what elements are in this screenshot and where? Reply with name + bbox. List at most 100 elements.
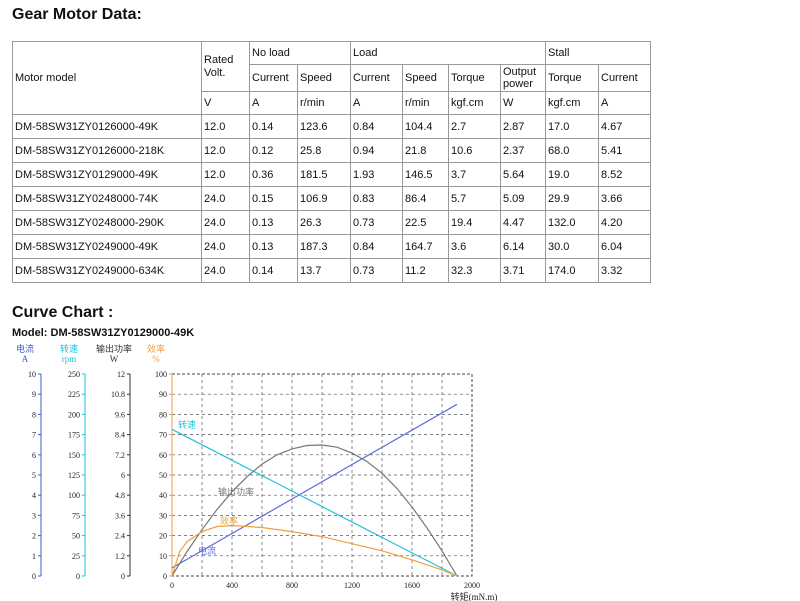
- y-axis-label: 输出功率: [96, 343, 132, 354]
- header-load: Load: [350, 41, 546, 65]
- series-line: [171, 403, 458, 569]
- x-tick-label: 1600: [404, 581, 420, 590]
- table-cell: 104.4: [402, 114, 449, 139]
- table-cell: 0.14: [249, 114, 298, 139]
- x-tick-label: 2000: [464, 581, 480, 590]
- table-cell: 0.84: [350, 234, 403, 259]
- header-rated-volt: Rated Volt.: [201, 41, 250, 92]
- table-cell: 181.5: [297, 162, 351, 187]
- unit-amp: A: [598, 91, 651, 115]
- table-header-row: Motor model Rated Volt. No load Load Sta…: [12, 41, 651, 115]
- y-tick-label: 0: [121, 572, 125, 581]
- unit-watt: W: [500, 91, 546, 115]
- unit-kgf: kgf.cm: [545, 91, 599, 115]
- table-row: DM-58SW31ZY0248000-290K 24.0 0.13 26.3 0.73 2…: [12, 210, 651, 235]
- series-line: [171, 428, 458, 577]
- y-tick-label: 4: [32, 491, 36, 500]
- table-cell: 30.0: [545, 234, 599, 259]
- y-tick-label: 25: [72, 552, 80, 561]
- table-cell: 0.13: [249, 234, 298, 259]
- header-no-load: No load: [249, 41, 351, 65]
- y-tick-label: 50: [72, 532, 80, 541]
- y-tick-label: 10: [159, 552, 167, 561]
- unit-rmin: r/min: [297, 91, 351, 115]
- table-cell: 13.7: [297, 258, 351, 283]
- x-tick-label: 800: [286, 581, 298, 590]
- table-cell: 68.0: [545, 138, 599, 163]
- table-cell: DM-58SW31ZY0249000-634K: [12, 258, 202, 283]
- header-stall-torque: Torque: [545, 64, 599, 92]
- table-cell: 32.3: [448, 258, 501, 283]
- y-tick-label: 150: [68, 451, 80, 460]
- y-tick-label: 9.6: [115, 410, 125, 419]
- header-stall: Stall: [545, 41, 651, 65]
- x-tick-label: 1200: [344, 581, 360, 590]
- table-cell: 24.0: [201, 258, 250, 283]
- table-cell: DM-58SW31ZY0248000-74K: [12, 186, 202, 211]
- y-tick-label: 0: [163, 572, 167, 581]
- table-cell: 24.0: [201, 210, 250, 235]
- y-axis-unit: %: [152, 354, 160, 364]
- series-label: 电流: [198, 545, 216, 556]
- header-load-current: Current: [350, 64, 403, 92]
- series-label: 转速: [178, 419, 196, 430]
- table-cell: DM-58SW31ZY0126000-218K: [12, 138, 202, 163]
- table-row: DM-58SW31ZY0249000-49K 24.0 0.13 187.3 0.84 1…: [12, 234, 651, 259]
- table-cell: 12.0: [201, 138, 250, 163]
- table-cell: 3.66: [598, 186, 651, 211]
- series-label: 效率: [220, 515, 238, 526]
- y-axis-unit: A: [22, 354, 29, 364]
- table-cell: 19.4: [448, 210, 501, 235]
- table-cell: 4.67: [598, 114, 651, 139]
- table-cell: 3.32: [598, 258, 651, 283]
- y-tick-label: 10: [28, 370, 36, 379]
- header-noload-current: Current: [249, 64, 298, 92]
- table-cell: 0.12: [249, 138, 298, 163]
- table-cell: 24.0: [201, 186, 250, 211]
- x-axis-label: 转矩(mN.m): [451, 591, 498, 601]
- y-tick-label: 6: [32, 451, 36, 460]
- table-cell: 164.7: [402, 234, 449, 259]
- table-cell: 86.4: [402, 186, 449, 211]
- y-axis-label: 电流: [16, 343, 34, 354]
- table-cell: 12.0: [201, 114, 250, 139]
- table-cell: 4.47: [500, 210, 546, 235]
- y-tick-label: 8: [32, 410, 36, 419]
- y-tick-label: 100: [155, 370, 167, 379]
- header-load-speed: Speed: [402, 64, 449, 92]
- y-tick-label: 1.2: [115, 552, 125, 561]
- curve-chart: 电流A012345678910转速rpm02550751001251501752…: [16, 343, 498, 601]
- y-tick-label: 75: [72, 511, 80, 520]
- table-cell: 12.0: [201, 162, 250, 187]
- table-cell: 0.84: [350, 114, 403, 139]
- y-tick-label: 100: [68, 491, 80, 500]
- y-tick-label: 2.4: [115, 532, 125, 541]
- table-cell: DM-58SW31ZY0248000-290K: [12, 210, 202, 235]
- series-line: [171, 444, 458, 577]
- y-tick-label: 3.6: [115, 511, 125, 520]
- motor-data-table: Motor model Rated Volt. No load Load Sta…: [12, 41, 651, 283]
- y-tick-label: 0: [32, 572, 36, 581]
- y-tick-label: 80: [159, 410, 167, 419]
- table-cell: 11.2: [402, 258, 449, 283]
- y-tick-label: 250: [68, 370, 80, 379]
- table-row: DM-58SW31ZY0126000-218K 12.0 0.12 25.8 0.94 2…: [12, 138, 651, 163]
- y-tick-label: 4.8: [115, 491, 125, 500]
- table-cell: 0.94: [350, 138, 403, 163]
- table-cell: 123.6: [297, 114, 351, 139]
- y-tick-label: 60: [159, 451, 167, 460]
- table-cell: 17.0: [545, 114, 599, 139]
- table-cell: 10.6: [448, 138, 501, 163]
- table-cell: 146.5: [402, 162, 449, 187]
- y-tick-label: 175: [68, 431, 80, 440]
- table-cell: 0.36: [249, 162, 298, 187]
- table-cell: 22.5: [402, 210, 449, 235]
- table-cell: 3.7: [448, 162, 501, 187]
- table-cell: 187.3: [297, 234, 351, 259]
- table-cell: 5.41: [598, 138, 651, 163]
- table-cell: 5.64: [500, 162, 546, 187]
- table-cell: 21.8: [402, 138, 449, 163]
- table-cell: 2.7: [448, 114, 501, 139]
- table-cell: 1.93: [350, 162, 403, 187]
- series-label: 输出功率: [218, 486, 254, 497]
